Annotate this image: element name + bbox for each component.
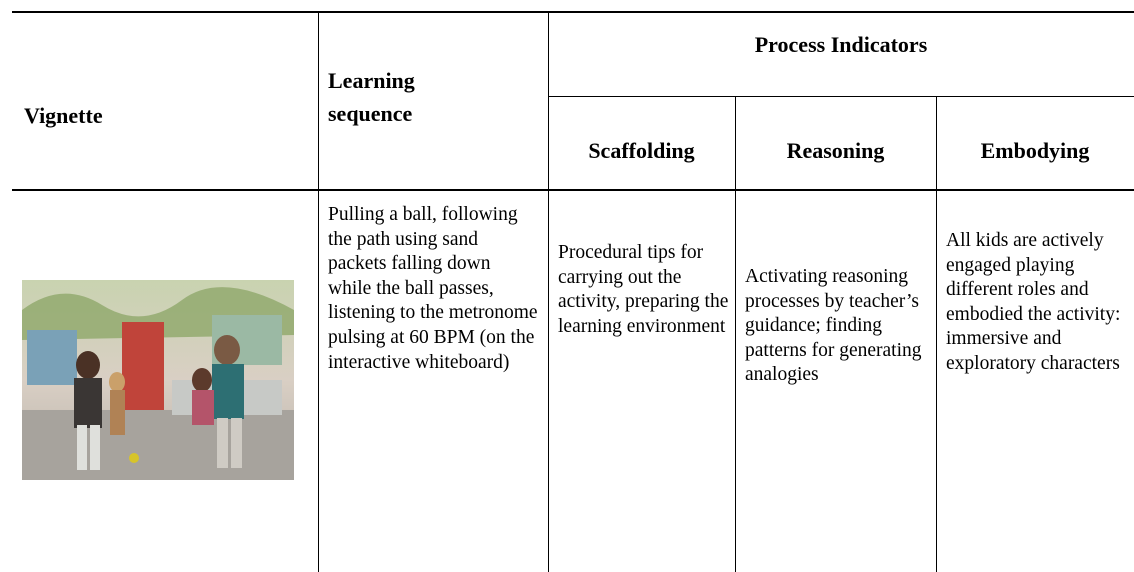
- rule: [12, 11, 1134, 13]
- body-cell: Procedural tips for carrying out the act…: [558, 242, 729, 337]
- body-cell: All kids are actively engaged playing di…: [946, 230, 1121, 374]
- rule: [548, 12, 549, 572]
- header-cell: Learning sequence: [328, 68, 415, 126]
- body-cell: Activating reasoning processes by teache…: [745, 266, 922, 386]
- body-cell: Pulling a ball, following the path using…: [328, 204, 538, 373]
- header-cell: Reasoning: [786, 138, 885, 163]
- header-cell: Embodying: [980, 138, 1090, 163]
- header-cell: Vignette: [24, 103, 103, 128]
- vignette-photo: [22, 280, 294, 480]
- rule: [548, 96, 1134, 97]
- header-cell: Scaffolding: [588, 138, 695, 163]
- header-cell: Process Indicators: [754, 32, 928, 57]
- rule: [735, 97, 736, 572]
- rule: [318, 12, 319, 572]
- rule: [12, 189, 1134, 191]
- rule: [936, 97, 937, 572]
